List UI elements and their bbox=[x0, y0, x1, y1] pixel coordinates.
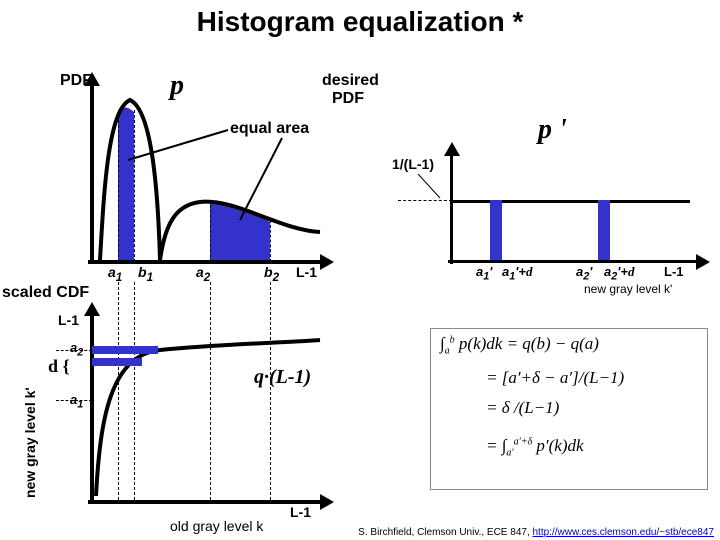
eq3: = δ /(L−1) bbox=[486, 398, 559, 418]
cdf-xL1: L-1 bbox=[290, 504, 311, 520]
cdf-hseg-2 bbox=[92, 358, 142, 366]
eq4: = ∫a′a′+δ p′(k)dk bbox=[486, 436, 584, 458]
link-dash-b1 bbox=[134, 282, 135, 500]
cdf-ymark-a2: a2 bbox=[70, 340, 83, 359]
cdf-ylab: new gray level k' bbox=[22, 387, 38, 498]
cdf-L1top: L-1 bbox=[58, 312, 79, 328]
cdf-ymark-a1: a1 bbox=[70, 392, 83, 411]
footer-link[interactable]: http://www.ces.clemson.edu/~stb/ece847 bbox=[533, 527, 715, 538]
link-dash-a1 bbox=[118, 282, 119, 500]
cdf-hseg-1 bbox=[92, 346, 158, 354]
link-dash-b2 bbox=[270, 282, 271, 500]
footer-text: S. Birchfield, Clemson Univ., ECE 847, bbox=[358, 527, 532, 538]
eq1: ∫ab p(k)dk = q(b) − q(a) bbox=[440, 334, 599, 356]
link-dash-a2 bbox=[210, 282, 211, 500]
cdf-qL: q·(L-1) bbox=[254, 366, 311, 389]
cdf-delta: d { bbox=[48, 356, 70, 377]
eq2: = [a′+δ − a′]/(L−1) bbox=[486, 368, 624, 388]
footer: S. Birchfield, Clemson Univ., ECE 847, h… bbox=[358, 527, 714, 538]
cdf-xlab: old gray level k bbox=[170, 518, 263, 534]
